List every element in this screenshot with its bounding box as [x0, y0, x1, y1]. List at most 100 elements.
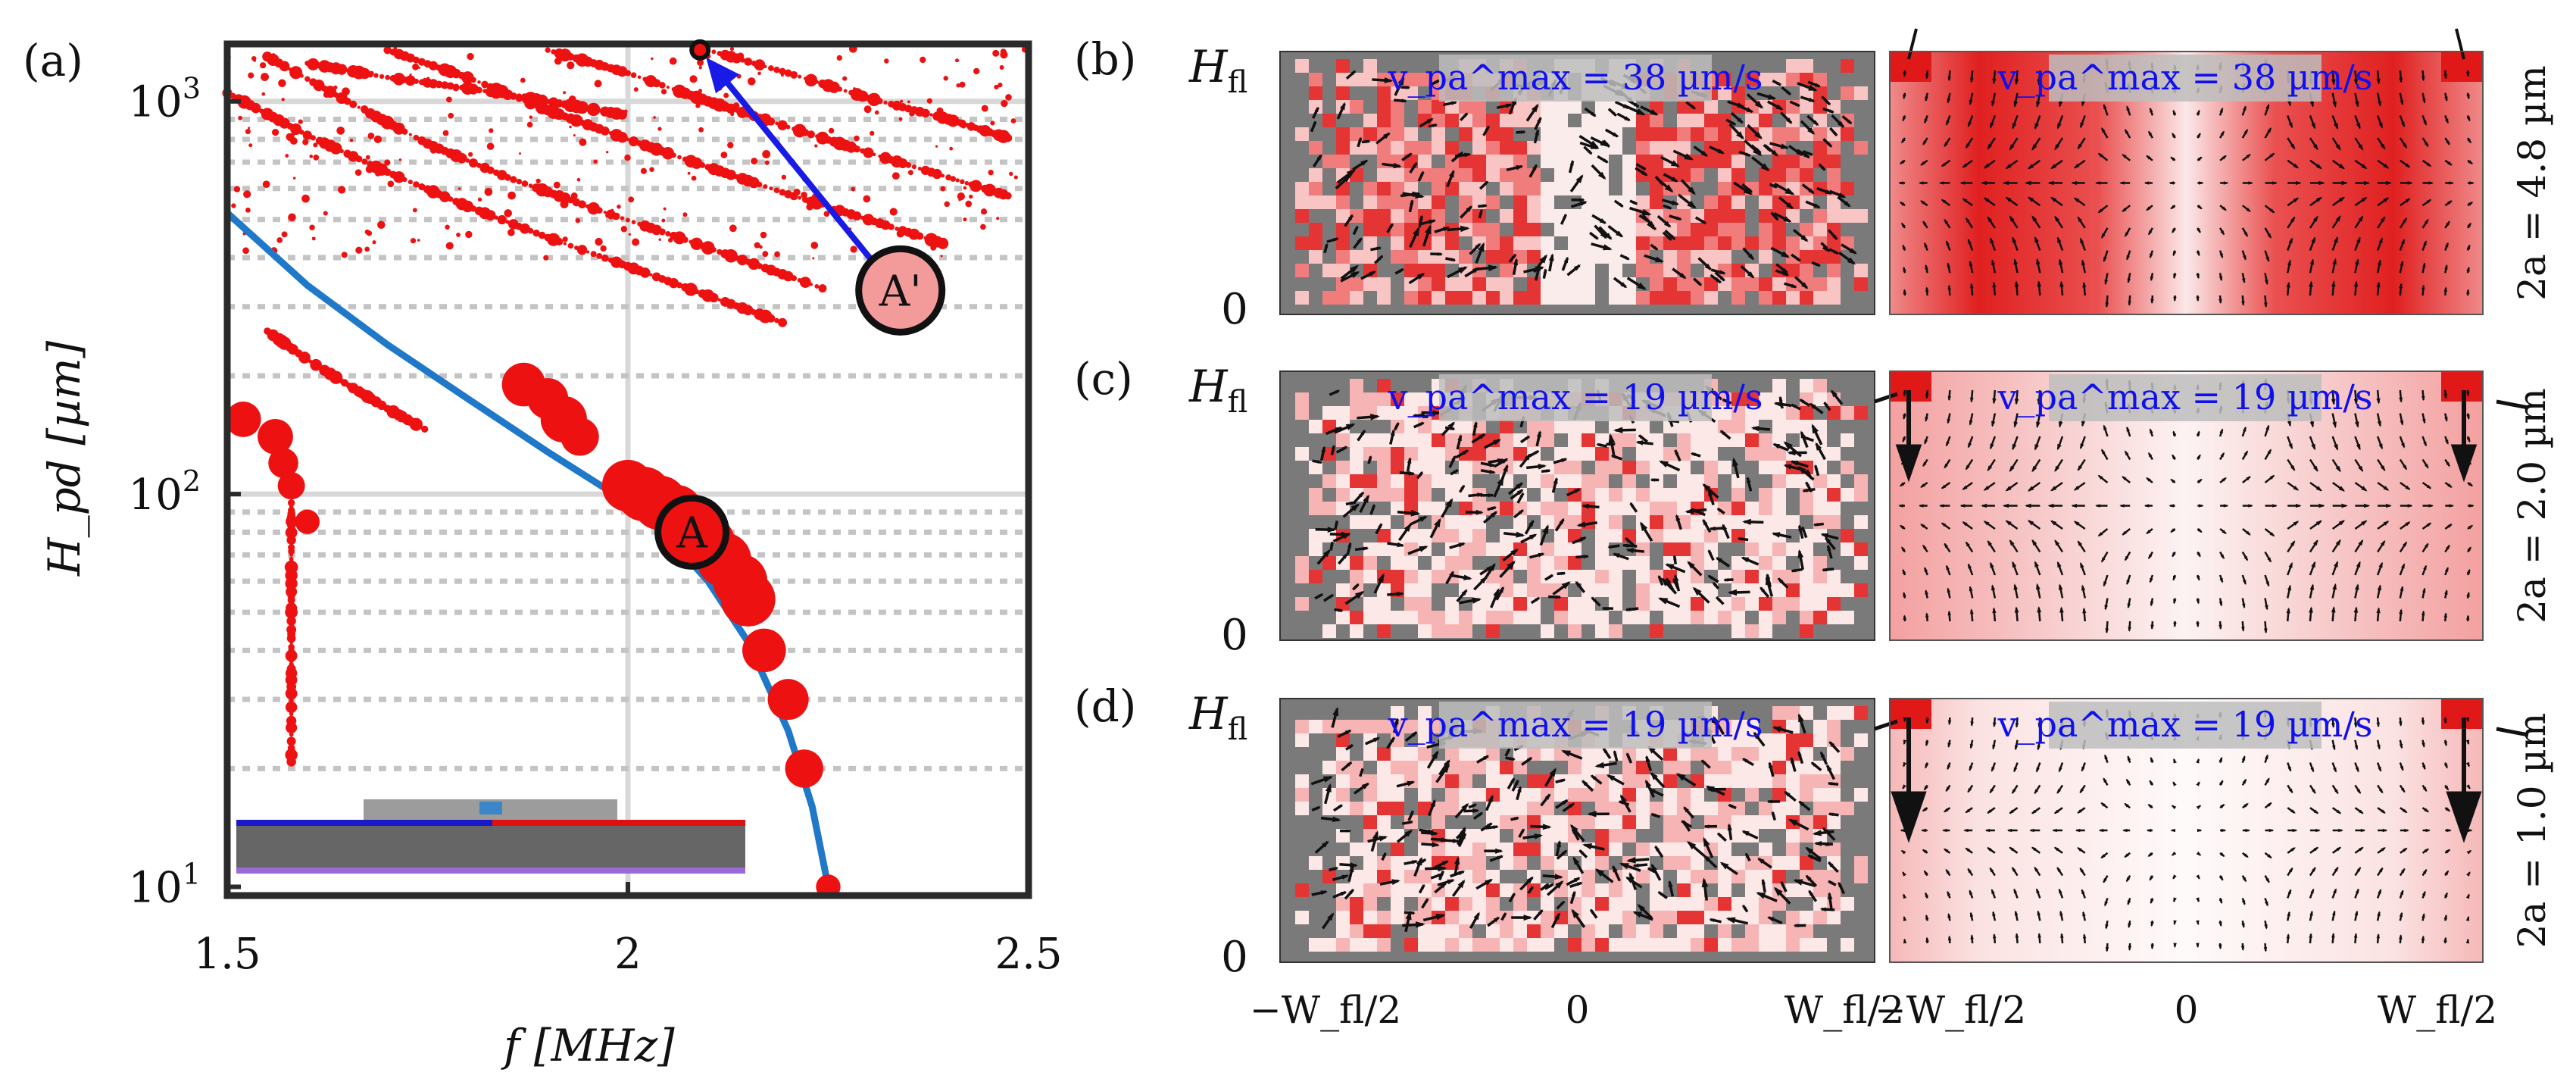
map-cell — [1554, 502, 1568, 515]
velocity-arrowhead — [2312, 465, 2318, 472]
map-cell — [1786, 788, 1800, 802]
velocity-arrowhead — [1805, 874, 1812, 881]
velocity-arrowhead — [1947, 76, 1951, 82]
velocity-arrowhead — [1350, 70, 1357, 76]
velocity-arrowhead — [1992, 281, 1997, 288]
velocity-arrowhead — [2150, 253, 2153, 259]
map-cell — [1582, 938, 1595, 952]
map-cell — [1841, 747, 1854, 761]
map-cell — [1650, 461, 1663, 474]
map-cell — [1377, 802, 1391, 815]
map-cell — [1350, 488, 1363, 502]
map-cell — [1772, 515, 1786, 529]
resonance-point — [828, 127, 835, 134]
resonance-point — [610, 217, 613, 220]
map-cell — [1541, 924, 1554, 938]
velocity-arrowhead — [1959, 181, 1966, 185]
map-cell — [1704, 114, 1718, 127]
velocity-arrowhead — [1924, 439, 1928, 445]
map-cell — [1350, 474, 1363, 488]
map-cell — [1377, 542, 1391, 556]
velocity-arrowhead — [2050, 486, 2057, 492]
map-cell — [1691, 611, 1704, 624]
resonance-point — [843, 89, 848, 93]
resonance-point — [836, 55, 842, 61]
map-cell — [1418, 250, 1432, 264]
velocity-arrowhead — [2446, 544, 2450, 550]
map-cell — [1650, 502, 1663, 515]
resonance-point — [535, 94, 548, 107]
resonance-point — [851, 95, 854, 98]
velocity-arrowhead — [1903, 289, 1906, 294]
map-cell — [1554, 182, 1568, 195]
velocity-arrowhead — [1594, 761, 1605, 769]
velocity-arrowhead — [1449, 571, 1454, 577]
map-cell — [1432, 624, 1445, 638]
velocity-arrowhead — [2443, 394, 2447, 399]
resonance-point — [624, 154, 631, 161]
map-cell — [1459, 761, 1472, 774]
map-cell — [1582, 420, 1595, 433]
map-cell — [1486, 168, 1500, 182]
map-cell — [1609, 291, 1622, 305]
resonance-point — [969, 194, 973, 199]
resonance-point — [529, 115, 533, 119]
map-cell — [1445, 747, 1459, 761]
map-cell — [1445, 277, 1459, 291]
map-cell — [1609, 114, 1622, 127]
resonance-point — [930, 244, 937, 251]
map-cell — [1663, 488, 1677, 502]
velocity-arrowhead — [1731, 121, 1737, 126]
velocity-arrowhead — [1692, 586, 1702, 596]
velocity-arrowhead — [1344, 730, 1352, 735]
velocity-arrowhead — [2315, 520, 2322, 526]
velocity-arrowhead — [1793, 879, 1803, 886]
velocity-arrowhead — [1419, 546, 1429, 552]
arrowhead-a-prime — [706, 57, 740, 94]
velocity-arrowhead — [2170, 156, 2175, 161]
velocity-arrowhead — [1573, 264, 1582, 271]
label-box — [1439, 55, 1712, 102]
map-cell — [1336, 474, 1350, 488]
velocity-arrowhead — [1563, 213, 1566, 219]
map-cell — [1854, 86, 1868, 100]
map-cell — [1772, 155, 1786, 168]
velocity-arrowhead — [2047, 503, 2054, 508]
map-cell — [1704, 250, 1718, 264]
map-cell — [1636, 291, 1650, 305]
map-cell — [1800, 624, 1813, 638]
velocity-arrowhead — [2097, 532, 2103, 537]
velocity-arrowhead — [2311, 123, 2315, 130]
map-cell — [1363, 938, 1377, 952]
resonance-point — [311, 236, 316, 241]
velocity-arrowhead — [1525, 436, 1531, 440]
resonance-point — [762, 150, 771, 158]
map-cell — [1363, 73, 1377, 86]
particle-size-label: 2a = 2.0 µm — [2510, 388, 2554, 624]
y-bottom-label: 0 — [1221, 933, 1248, 982]
resonance-point — [917, 166, 923, 171]
velocity-arrowhead — [2197, 228, 2201, 233]
map-cell — [1731, 420, 1745, 433]
velocity-arrowhead — [1685, 508, 1694, 514]
resonance-point — [682, 212, 688, 217]
strong-resonance-point — [742, 628, 786, 673]
velocity-arrowhead — [2220, 452, 2225, 458]
velocity-arrowhead — [1447, 421, 1455, 430]
map-cell — [1718, 883, 1731, 897]
velocity-arrowhead — [1828, 741, 1835, 747]
map-cell — [1391, 141, 1404, 155]
map-cell — [1759, 236, 1772, 250]
velocity-arrowhead — [2287, 100, 2291, 107]
velocity-arrowhead — [2005, 520, 2012, 526]
map-cell — [1827, 291, 1841, 305]
map-cell — [1568, 474, 1582, 488]
resonance-point — [996, 131, 1001, 136]
map-cell — [1731, 733, 1745, 747]
map-cell — [1854, 788, 1868, 802]
map-cell — [1813, 155, 1827, 168]
map-cell — [1800, 264, 1813, 277]
velocity-arrowhead — [1502, 911, 1507, 918]
map-cell — [1595, 447, 1609, 461]
velocity-arrowhead — [2014, 399, 2019, 405]
